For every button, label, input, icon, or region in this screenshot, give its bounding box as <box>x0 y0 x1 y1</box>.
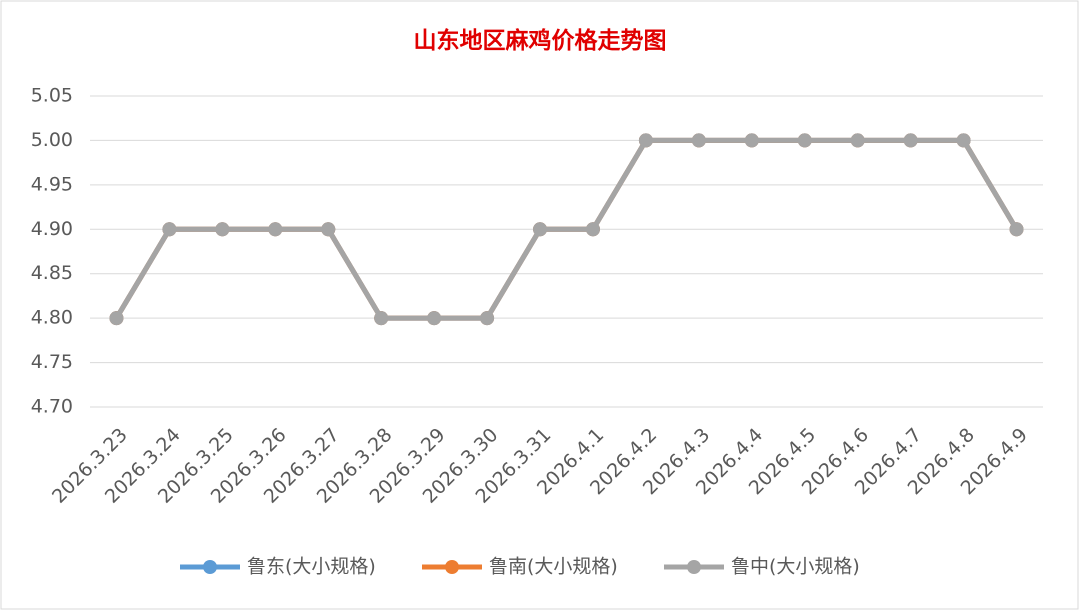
data-point <box>691 133 706 148</box>
data-point <box>268 222 283 237</box>
data-point <box>162 222 177 237</box>
legend-marker <box>687 560 701 574</box>
data-point <box>797 133 812 148</box>
data-point <box>109 311 124 326</box>
legend-marker <box>445 560 459 574</box>
series-line <box>114 137 1019 321</box>
y-tick-label: 4.80 <box>31 307 73 329</box>
data-point <box>1009 222 1024 237</box>
data-point <box>374 311 389 326</box>
data-point <box>638 133 653 148</box>
chart-title: 山东地区麻鸡价格走势图 <box>414 27 667 54</box>
data-point <box>215 222 230 237</box>
y-tick-label: 4.90 <box>31 218 73 240</box>
legend-label: 鲁南(大小规格) <box>489 556 618 578</box>
data-point <box>480 311 495 326</box>
legend-label: 鲁中(大小规格) <box>731 556 860 578</box>
legend-label: 鲁东(大小规格) <box>247 556 376 578</box>
data-point <box>850 133 865 148</box>
data-point <box>321 222 336 237</box>
y-tick-label: 4.75 <box>31 351 73 373</box>
y-tick-label: 4.85 <box>31 262 73 284</box>
y-tick-label: 5.05 <box>31 85 73 107</box>
y-tick-label: 5.00 <box>31 129 73 151</box>
data-point <box>533 222 548 237</box>
y-tick-label: 4.95 <box>31 173 73 195</box>
data-point <box>903 133 918 148</box>
y-tick-label: 4.70 <box>31 396 73 418</box>
legend-marker <box>203 560 217 574</box>
data-point <box>585 222 600 237</box>
data-point <box>744 133 759 148</box>
data-point <box>427 311 442 326</box>
data-point <box>956 133 971 148</box>
